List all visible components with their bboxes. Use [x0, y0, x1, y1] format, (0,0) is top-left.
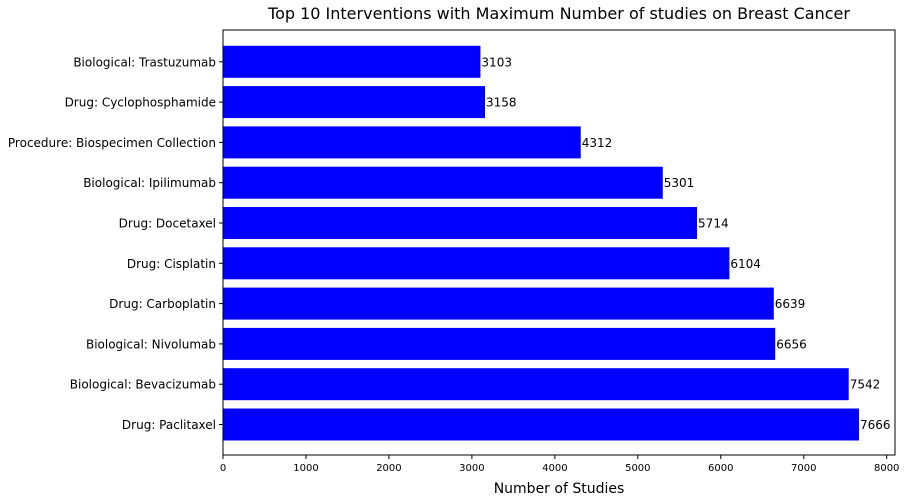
data-label: 6104: [730, 257, 761, 271]
bar: [223, 247, 730, 280]
chart-title: Top 10 Interventions with Maximum Number…: [267, 4, 850, 23]
x-tick-label: 0: [220, 463, 226, 474]
x-axis-label: Number of Studies: [494, 481, 625, 497]
bar: [223, 327, 776, 360]
bar: [223, 368, 849, 401]
x-tick-label: 6000: [708, 463, 733, 474]
y-tick-label: Biological: Bevacizumab: [70, 378, 216, 392]
data-label: 3158: [486, 96, 517, 110]
y-tick-label: Biological: Trastuzumab: [73, 55, 216, 69]
x-tick-label: 3000: [459, 463, 484, 474]
y-tick-label: Procedure: Biospecimen Collection: [8, 136, 216, 150]
data-label: 7542: [850, 378, 881, 392]
bar: [223, 86, 485, 119]
x-tick-label: 1000: [293, 463, 318, 474]
x-tick-label: 2000: [376, 463, 401, 474]
x-tick-label: 4000: [542, 463, 567, 474]
bar: [223, 166, 663, 199]
y-tick-label: Drug: Docetaxel: [119, 217, 216, 231]
y-tick-label: Biological: Ipilimumab: [83, 176, 216, 190]
y-tick-label: Biological: Nivolumab: [86, 337, 216, 351]
bar: [223, 207, 698, 239]
bar: [223, 45, 481, 78]
bars-group: [223, 45, 859, 441]
x-axis: 0 1000 2000 3000 4000 5000 6000 7000 8000: [220, 455, 899, 474]
y-tick-label: Drug: Carboplatin: [109, 297, 216, 311]
data-label: 6656: [776, 337, 807, 351]
y-axis: Drug: Paclitaxel Biological: Bevacizumab B…: [8, 55, 223, 432]
data-label: 7666: [860, 418, 891, 432]
x-tick-label: 8000: [874, 463, 899, 474]
x-tick-label: 5000: [625, 463, 650, 474]
plot-frame: [222, 29, 896, 456]
y-tick-label: Drug: Paclitaxel: [122, 418, 216, 432]
data-label: 4312: [582, 136, 613, 150]
bar: [223, 126, 581, 159]
y-tick-label: Drug: Cisplatin: [127, 257, 216, 271]
bar: [223, 287, 774, 320]
bar: [223, 408, 859, 441]
data-label: 6639: [775, 297, 806, 311]
y-tick-label: Drug: Cyclophosphamide: [65, 96, 216, 110]
data-label: 5301: [664, 176, 695, 190]
data-labels-group: 7666 7542 6656 6639 6104 5714 5301 4312 3158 3103: [481, 55, 890, 432]
data-label: 5714: [698, 217, 729, 231]
data-label: 3103: [481, 55, 512, 69]
x-tick-label: 7000: [791, 463, 816, 474]
